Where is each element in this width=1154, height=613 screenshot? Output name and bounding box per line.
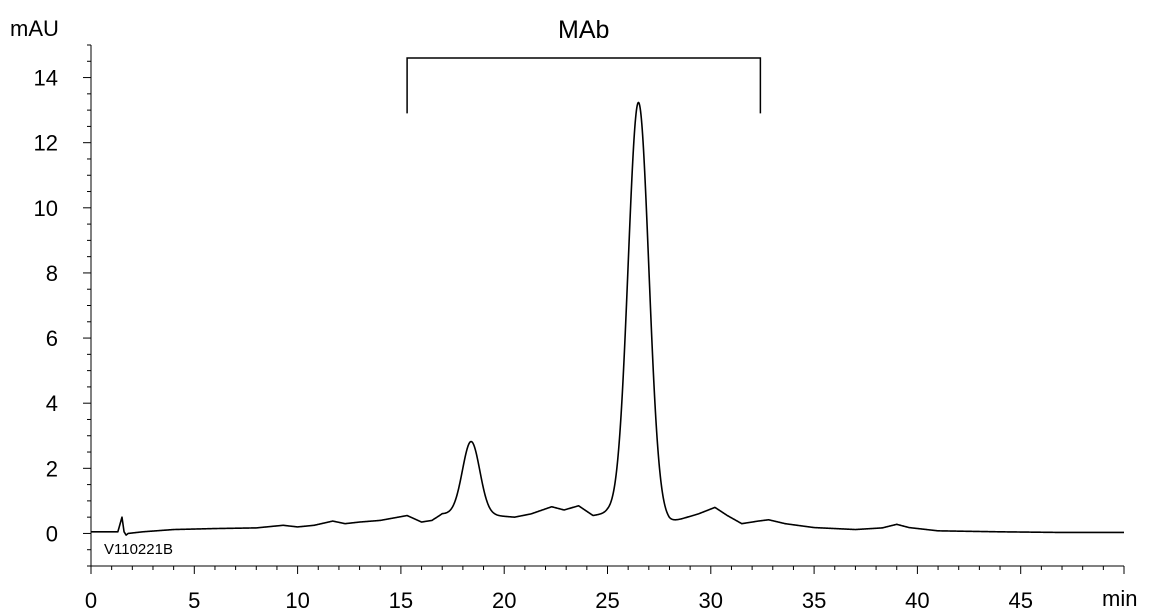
y-tick-label: 14: [34, 66, 58, 91]
x-tick-label: 35: [802, 588, 826, 613]
chromatogram-trace: [90, 101, 1125, 536]
x-tick-label: 5: [188, 588, 200, 613]
y-tick-label: 2: [46, 456, 58, 481]
y-tick-label: 8: [46, 261, 58, 286]
x-tick-label: 45: [1008, 588, 1032, 613]
mab-bracket-label: MAb: [558, 16, 609, 44]
x-axis-unit-label: min: [1102, 586, 1137, 611]
x-tick-label: 15: [389, 588, 413, 613]
x-tick-label: 40: [905, 588, 929, 613]
sample-id-label: V110221B: [104, 541, 173, 558]
y-axis: 0 2 4 6 8 10 12 14: [34, 44, 92, 567]
x-tick-label: 20: [492, 588, 516, 613]
x-axis: 0 5 10 15 20 25 30 35 40 45: [85, 565, 1125, 613]
mab-bracket: [406, 57, 762, 114]
y-tick-label: 12: [34, 131, 58, 156]
x-tick-label: 30: [699, 588, 723, 613]
x-tick-label: 10: [285, 588, 309, 613]
x-tick-label: 0: [85, 588, 97, 613]
y-tick-label: 0: [46, 521, 58, 546]
mab-bracket-line: [406, 57, 762, 114]
y-tick-label: 10: [34, 196, 58, 221]
y-tick-label: 6: [46, 326, 58, 351]
x-tick-label: 25: [595, 588, 619, 613]
y-axis-unit-label: mAU: [10, 16, 59, 41]
y-tick-label: 4: [46, 391, 58, 416]
